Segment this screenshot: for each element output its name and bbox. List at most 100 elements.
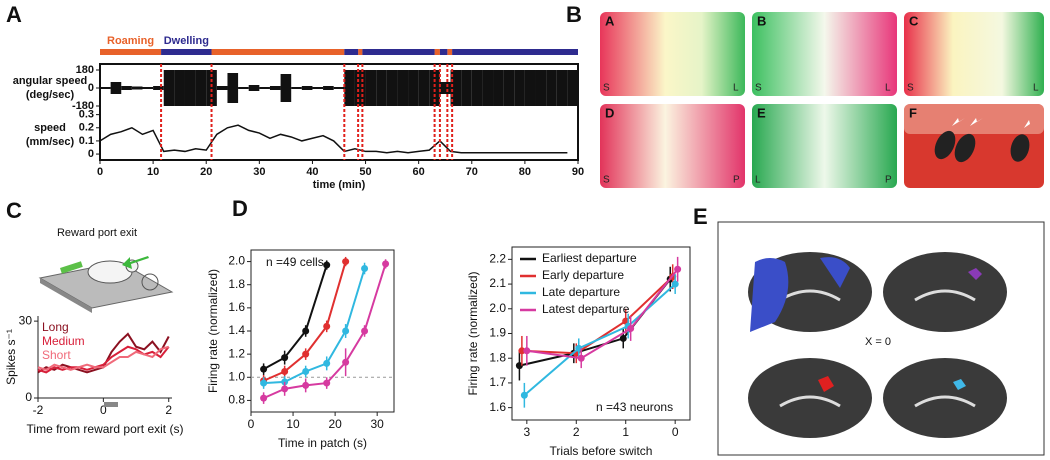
angular-speed (312, 87, 324, 89)
point (302, 368, 310, 375)
state-segment (452, 49, 578, 55)
x-tick-label: 2 (165, 403, 172, 417)
tile-side: L (733, 83, 739, 94)
angular-speed (110, 82, 122, 94)
x-tick-label: -2 (33, 403, 44, 417)
angular-speed (514, 70, 525, 106)
x-tick-label: 3 (523, 425, 530, 439)
contrast-label: Forage VD - Decision VD (890, 346, 1014, 358)
series-line (37, 345, 170, 374)
legend-label: Latest departure (542, 302, 630, 316)
point (302, 327, 310, 335)
tile-label: D (605, 105, 614, 120)
point (260, 379, 268, 387)
reward-port (141, 273, 159, 291)
legend-label: Early departure (542, 268, 624, 282)
y-tick-label: 0.3 (79, 109, 94, 121)
activation (750, 257, 850, 332)
angular-speed (163, 70, 175, 106)
angular-speed (269, 86, 281, 90)
y-axis-label: Firing rate (normalized) (466, 271, 480, 395)
annotation: n =49 cells (266, 255, 324, 269)
tile (600, 104, 745, 188)
y-tick-label: 0.2 (79, 122, 94, 134)
y-tick-label: 2.0 (228, 254, 245, 268)
angular-speed (301, 86, 313, 90)
tile-label: C (909, 13, 919, 28)
angular-speed (524, 70, 536, 106)
angular-speed (471, 70, 483, 106)
x-axis-label: Time in patch (s) (278, 436, 367, 450)
contrast-label: Foraging - Decision (752, 234, 847, 246)
state-segment (447, 49, 453, 55)
y-tick-label: 1.4 (228, 323, 245, 337)
angular-speed (291, 87, 302, 89)
angular-speed (121, 86, 132, 90)
tile-side: S (907, 83, 914, 94)
beetle (934, 130, 956, 160)
activation (968, 268, 982, 280)
y-tick-label: 2.2 (489, 252, 506, 266)
y-tick-label: 180 (76, 64, 94, 76)
point (342, 327, 350, 335)
x-tick-label: 80 (519, 166, 531, 178)
angular-speed (365, 70, 377, 106)
point (323, 379, 331, 387)
y-tick-label: 1.0 (228, 369, 245, 383)
y-tick-label: 0 (25, 390, 32, 404)
point (260, 365, 268, 373)
angular-speed (195, 70, 207, 106)
tile (904, 12, 1044, 96)
y-tick-label: 0 (88, 82, 94, 94)
legend-label: Late departure (542, 285, 620, 299)
angular-speed (206, 70, 217, 106)
state-label: Dwelling (164, 35, 209, 47)
tile (752, 104, 897, 188)
point (342, 258, 350, 266)
beetle (1010, 134, 1030, 162)
point (302, 350, 310, 358)
tile (600, 12, 745, 96)
series-line (523, 283, 676, 397)
annotation: n =43 neurons (596, 400, 673, 414)
x-tick-label: 1 (622, 425, 629, 439)
tile-label: F (909, 105, 917, 120)
point (281, 354, 289, 362)
y-axis-label: (deg/sec) (26, 89, 75, 101)
y-tick-label: -180 (72, 100, 94, 112)
x-axis-label: Trials before switch (550, 444, 653, 458)
panel-e: Foraging - Decision Inverse VD (decision… (717, 221, 1045, 456)
panel-c-cartoon: Reward port exit (38, 227, 174, 313)
tile-side: L (1033, 83, 1039, 94)
panel-label: A (6, 2, 22, 27)
x-tick-label: 10 (286, 417, 300, 431)
port (60, 261, 83, 274)
y-axis-label: (mm/sec) (26, 136, 75, 148)
x-tick-label: 60 (413, 166, 425, 178)
contrast-label: - Inverse VD (forage) (897, 240, 1000, 252)
angular-speed (248, 85, 260, 91)
y-tick-label: 1.6 (489, 400, 506, 414)
event-marker (104, 402, 118, 407)
point (361, 265, 369, 273)
tile-label: B (757, 13, 766, 28)
legend-label: Short (42, 348, 71, 362)
point (627, 325, 635, 333)
point (281, 368, 289, 375)
state-segment (362, 49, 435, 55)
angular-speed (429, 70, 440, 106)
angular-speed (354, 70, 366, 106)
point (382, 260, 390, 268)
x-tick-label: 0 (97, 166, 103, 178)
legend-label: Long (42, 320, 69, 334)
x-tick-label: 40 (306, 166, 318, 178)
panel-label: C (6, 198, 22, 223)
tile-side: S (603, 175, 610, 186)
y-tick-label: 2.1 (489, 276, 506, 290)
x-tick-label: 0 (100, 403, 107, 417)
angular-speed (227, 73, 239, 103)
plot-frame (99, 63, 579, 161)
angular-speed (567, 70, 578, 106)
point (520, 391, 528, 399)
